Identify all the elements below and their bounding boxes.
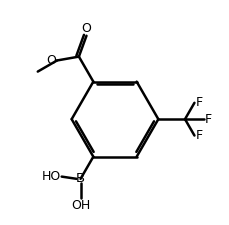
Text: F: F xyxy=(194,96,202,109)
Text: O: O xyxy=(46,54,56,67)
Text: F: F xyxy=(194,129,202,142)
Text: O: O xyxy=(81,22,91,35)
Text: F: F xyxy=(204,113,211,126)
Text: OH: OH xyxy=(71,199,90,212)
Text: B: B xyxy=(76,172,85,185)
Text: HO: HO xyxy=(41,170,60,183)
